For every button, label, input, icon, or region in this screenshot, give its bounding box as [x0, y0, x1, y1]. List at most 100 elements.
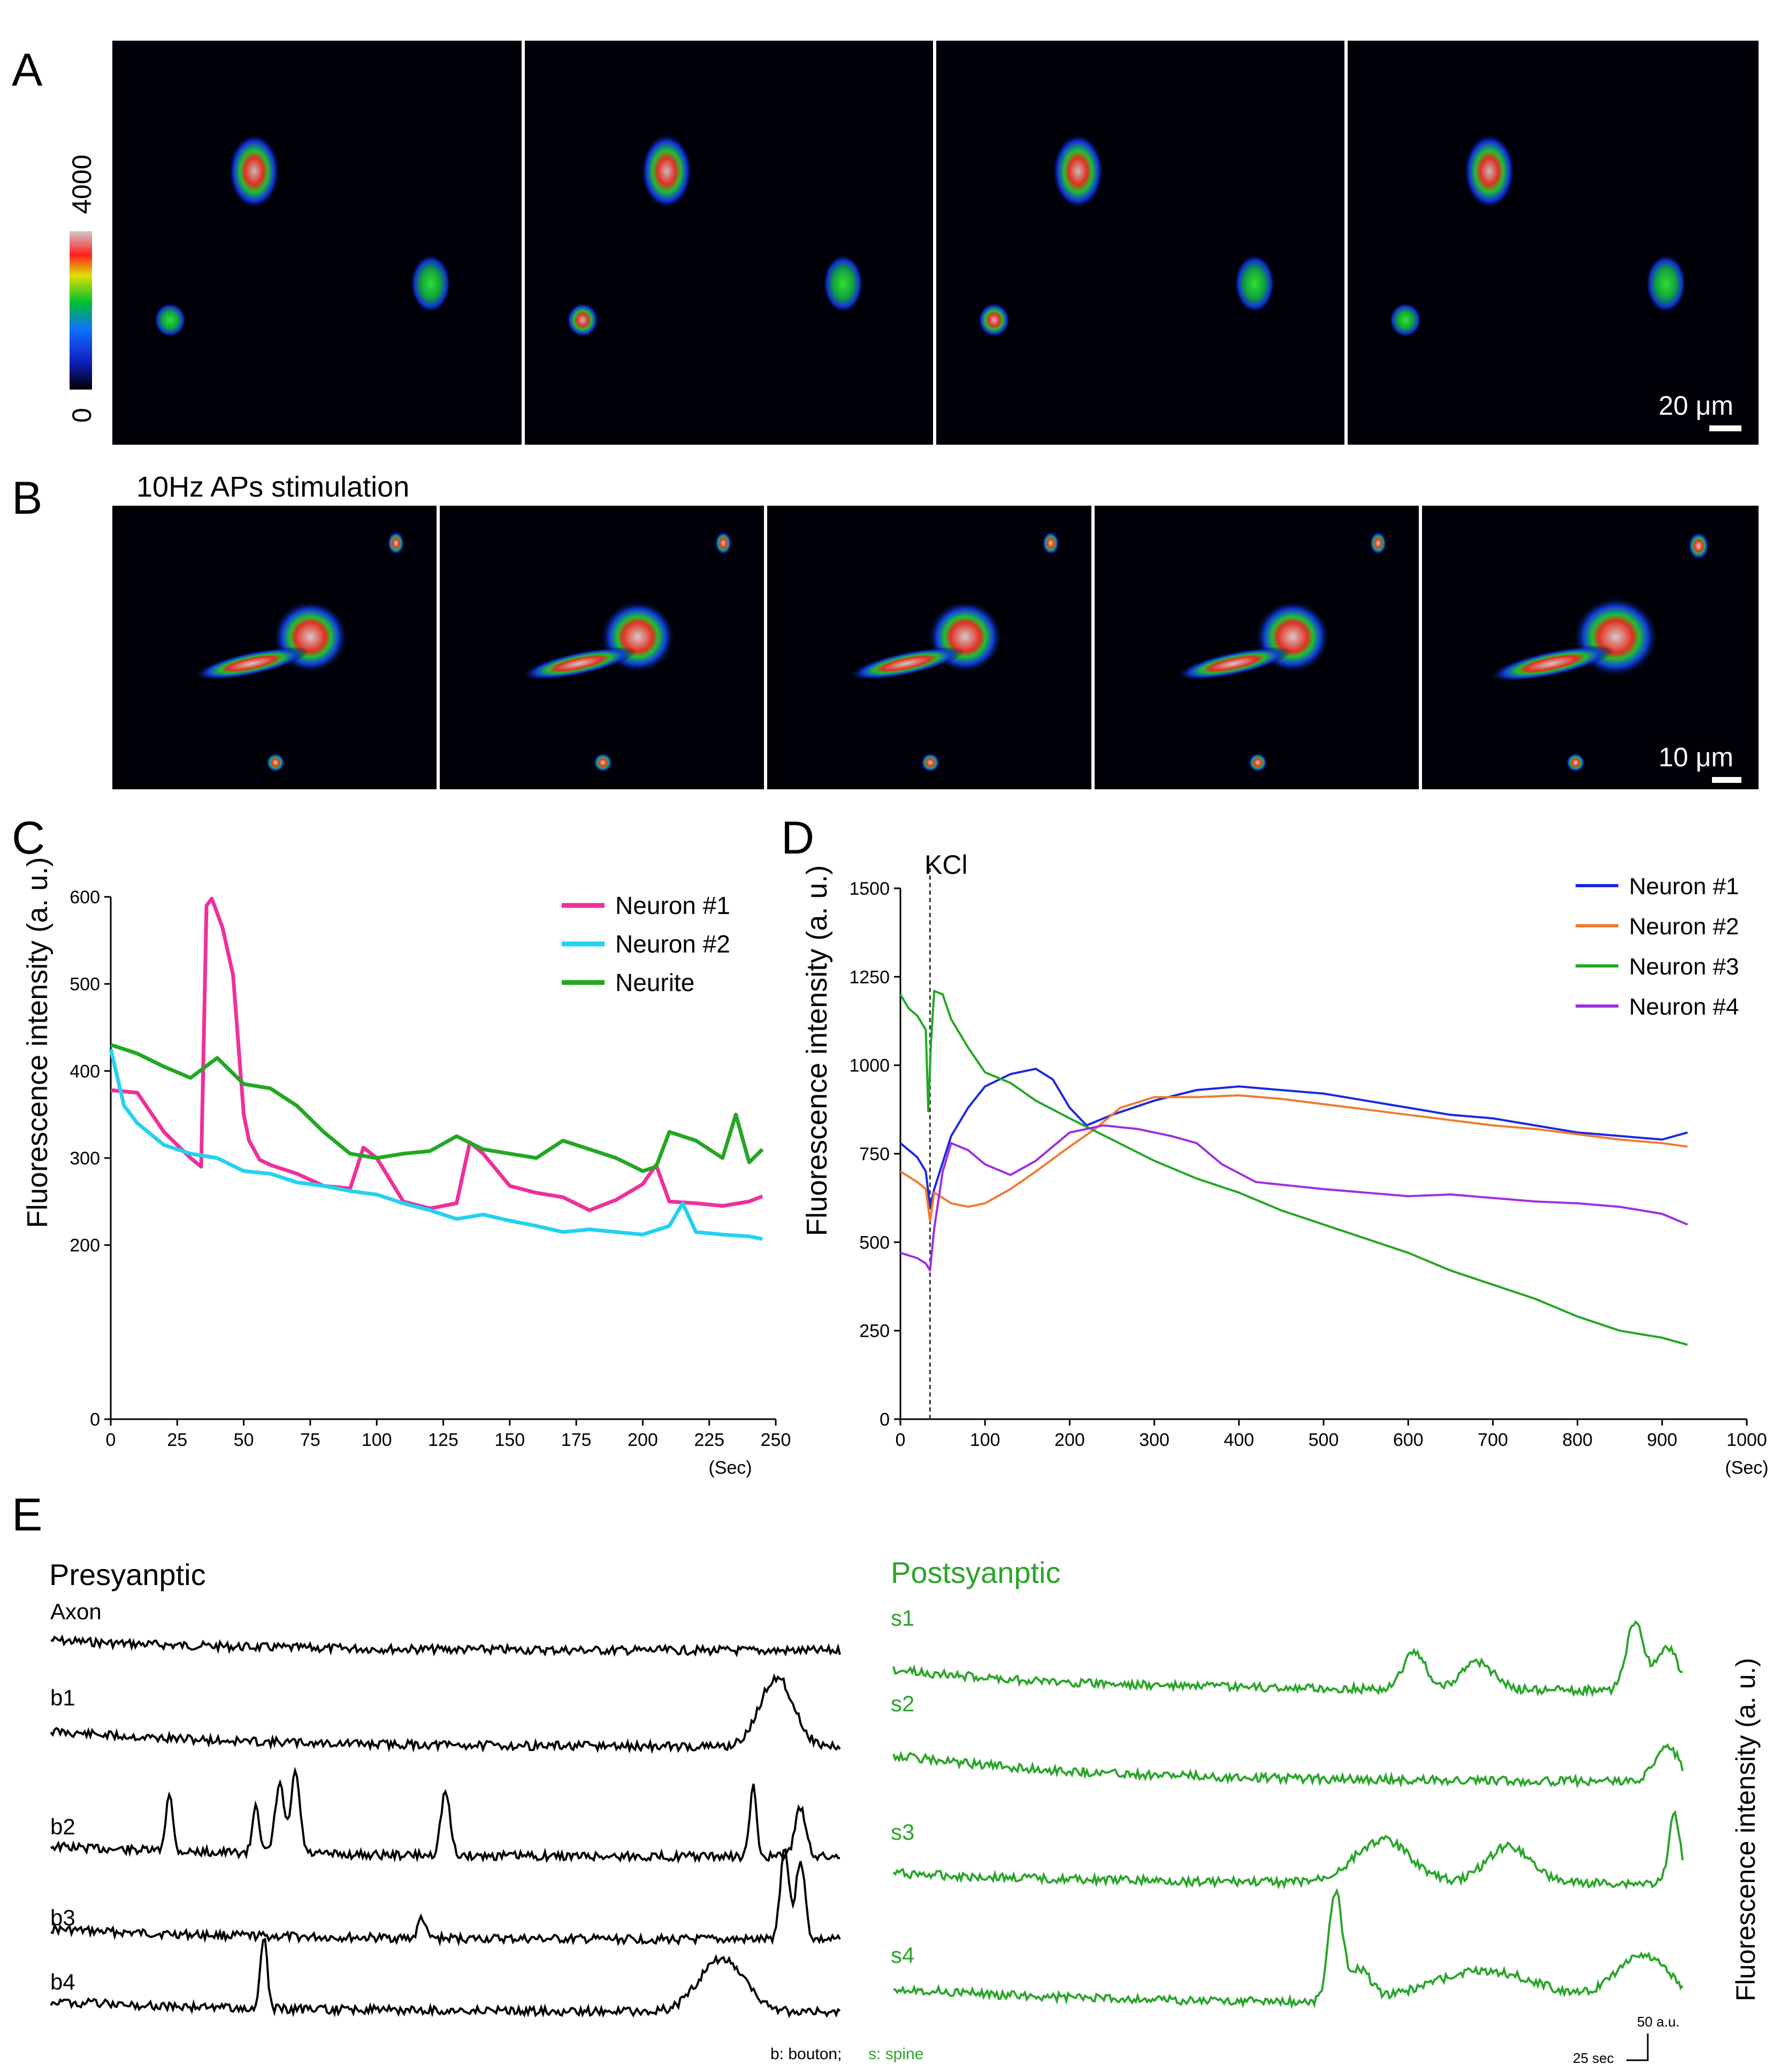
x-tick-label: 500	[1309, 1430, 1339, 1450]
y-tick-label: 0	[880, 1410, 890, 1430]
presynaptic-title: Presyanptic	[49, 1558, 206, 1591]
legend-label-4: Neuron #4	[1629, 994, 1739, 1020]
panel-a-frame-3	[936, 41, 1344, 445]
trace-s1	[892, 1620, 1683, 1697]
series-line-4	[900, 1124, 1688, 1272]
series-line-2	[109, 1048, 763, 1241]
panel-a-frame-4	[1348, 41, 1759, 445]
panel-c-label: C	[12, 812, 45, 864]
legend-label-3: Neuron #3	[1629, 954, 1739, 980]
panel-c-xunit: (Sec)	[708, 1458, 752, 1478]
y-tick-label: 600	[70, 887, 100, 908]
x-tick-label: 200	[628, 1430, 658, 1450]
series-line-1	[899, 1068, 1688, 1208]
y-tick-label: 200	[70, 1236, 100, 1256]
panel-b-scalebar	[1712, 777, 1741, 783]
series-line-3	[110, 1043, 764, 1173]
x-tick-label: 75	[300, 1430, 320, 1450]
trace-label-b1: b1	[50, 1685, 75, 1710]
x-tick-label: 175	[561, 1430, 592, 1450]
legend-label-1: Neuron #1	[615, 892, 730, 919]
panel-e-ylabel: Fluorescence intensity (a. u.)	[1731, 1658, 1761, 2001]
x-tick-label: 700	[1478, 1430, 1508, 1450]
x-tick-label: 600	[1393, 1430, 1424, 1450]
panel-d-ylabel: Fluorescence intensity (a. u.)	[801, 865, 833, 1236]
colorbar	[70, 231, 92, 390]
colorbar-min: 0	[67, 408, 97, 423]
panel-e-scalebar	[1626, 2033, 1649, 2061]
footnote-bouton: b: bouton;	[770, 2045, 842, 2063]
legend-label-2: Neuron #2	[615, 930, 730, 958]
legend-label-3: Neurite	[615, 969, 694, 996]
y-tick-label: 500	[70, 974, 100, 995]
panel-a-images	[112, 41, 1759, 445]
panel-d-label: D	[781, 812, 814, 864]
trace-label-s4: s4	[891, 1943, 914, 1968]
x-tick-label: 125	[428, 1430, 458, 1450]
scalebar-x-label: 25 sec	[1573, 2050, 1614, 2066]
y-tick-label: 0	[90, 1410, 100, 1430]
panel-d-kcl-label: KCl	[924, 850, 968, 880]
trace-axon	[50, 1634, 841, 1658]
x-tick-label: 0	[106, 1430, 116, 1450]
trace-s4	[893, 1888, 1684, 2009]
footnote-spine: s: spine	[868, 2045, 923, 2063]
panel-d-xunit: (Sec)	[1725, 1458, 1768, 1478]
panel-b-frame-4	[1095, 506, 1419, 789]
panel-c-ylabel: Fluorescence intensity (a. u.)	[21, 857, 53, 1228]
panel-a-frame-2	[525, 41, 933, 445]
panel-a-scalebar	[1709, 425, 1741, 431]
x-tick-label: 225	[694, 1430, 724, 1450]
y-tick-label: 500	[859, 1232, 890, 1253]
x-tick-label: 25	[167, 1430, 187, 1450]
x-tick-label: 50	[234, 1430, 254, 1450]
x-tick-label: 200	[1054, 1430, 1085, 1450]
x-tick-label: 0	[896, 1430, 906, 1450]
postsynaptic-title: Postsyanptic	[891, 1556, 1061, 1589]
chart-c: 0 25 50 75 100 125 150 175 200 225 250 0 200 300 400 50…	[70, 887, 791, 1450]
panel-b-label: B	[12, 473, 42, 524]
y-tick-label: 1500	[849, 879, 890, 899]
x-tick-label: 100	[970, 1430, 1000, 1450]
y-tick-label: 400	[70, 1061, 100, 1081]
trace-label-b4: b4	[50, 1969, 75, 1994]
scalebar-y-label: 50 a.u.	[1637, 2014, 1680, 2030]
trace-b1	[50, 1673, 841, 1755]
x-tick-label: 800	[1562, 1430, 1593, 1450]
x-tick-label: 150	[494, 1430, 525, 1450]
panel-a-label: A	[12, 44, 43, 96]
trace-label-b2: b2	[50, 1814, 75, 1839]
y-tick-label: 1000	[849, 1056, 890, 1076]
panel-b-images	[112, 506, 1759, 789]
panel-b-frame-5	[1422, 506, 1759, 789]
trace-s3	[892, 1810, 1684, 1890]
x-tick-label: 400	[1224, 1430, 1254, 1450]
panel-a-frame-1	[112, 41, 522, 445]
panel-a-scalebar-label: 20 μm	[1658, 391, 1733, 421]
panel-e-traces	[50, 1620, 1684, 2018]
legend-label-1: Neuron #1	[1629, 873, 1739, 900]
trace-label-s1: s1	[891, 1605, 914, 1631]
y-tick-label: 300	[70, 1148, 100, 1169]
panel-b-scalebar-label: 10 μm	[1658, 742, 1733, 772]
chart-d: 0 100 200 300 400 500 600 700 800 900 1000 0 250 500 7…	[849, 867, 1767, 1450]
x-tick-label: 250	[761, 1430, 791, 1450]
y-tick-label: 250	[859, 1321, 890, 1342]
panel-e-label: E	[12, 1489, 42, 1541]
panel-b-title: 10Hz APs stimulation	[136, 471, 409, 503]
x-tick-label: 300	[1139, 1430, 1170, 1450]
x-tick-label: 100	[362, 1430, 392, 1450]
panel-b-frame-2	[440, 506, 764, 789]
x-tick-label: 1000	[1726, 1430, 1767, 1450]
colorbar-max: 4000	[67, 155, 97, 214]
panel-b-frame-3	[767, 506, 1091, 789]
series-line-3	[899, 989, 1688, 1346]
trace-label-s3: s3	[891, 1819, 914, 1845]
y-tick-label: 750	[859, 1144, 890, 1164]
trace-b3	[50, 1848, 841, 1947]
x-tick-label: 900	[1647, 1430, 1677, 1450]
trace-s2	[892, 1743, 1684, 1789]
legend-label-2: Neuron #2	[1629, 913, 1739, 940]
trace-b2	[50, 1766, 840, 1864]
